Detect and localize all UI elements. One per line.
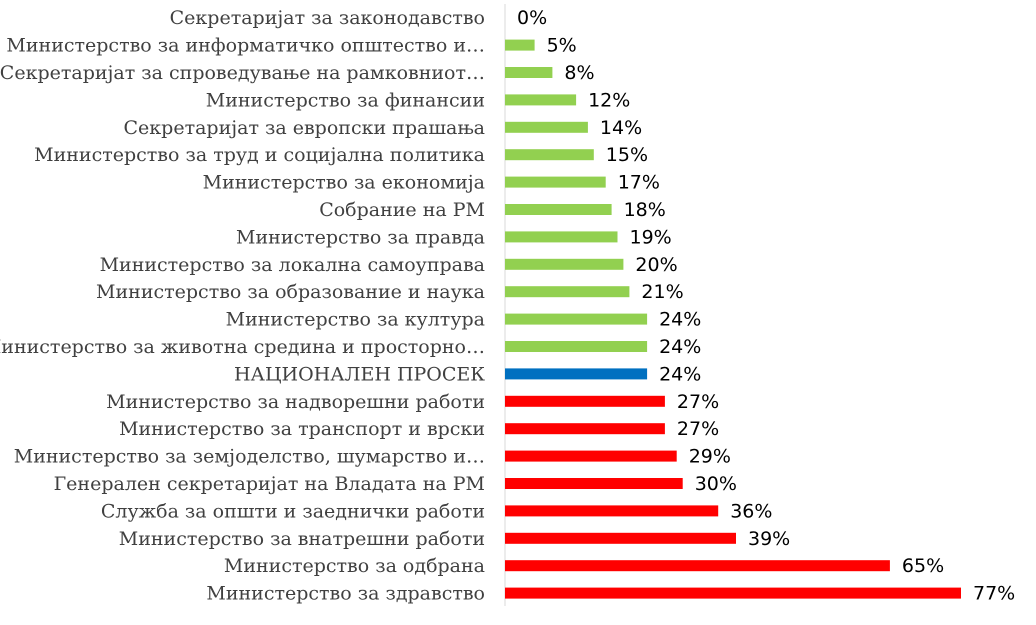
bar-17 xyxy=(505,478,683,489)
value-label-0: 0% xyxy=(517,7,547,29)
value-label-1: 5% xyxy=(547,35,577,57)
bars-group xyxy=(505,39,961,599)
bar-5 xyxy=(505,149,594,161)
category-label-7: Собрание на РМ xyxy=(319,199,485,221)
value-label-18: 36% xyxy=(730,500,772,522)
category-label-14: Министерство за надворешни работи xyxy=(106,391,485,413)
value-label-5: 15% xyxy=(606,144,648,166)
bar-20 xyxy=(505,560,890,572)
category-label-12: Министерство за животна средина и просто… xyxy=(0,336,485,358)
bar-14 xyxy=(505,395,665,407)
category-labels-group: Секретаријат за законодавство Министерств… xyxy=(0,7,485,604)
category-label-5: Министерство за труд и социјална политик… xyxy=(34,144,485,166)
category-label-21: Министерство за здравство xyxy=(206,583,485,605)
category-label-0: Секретаријат за законодавство xyxy=(170,7,485,29)
bar-3 xyxy=(505,94,577,106)
bar-1 xyxy=(505,39,535,51)
category-label-10: Министерство за образование и наука xyxy=(96,281,485,303)
category-label-13: НАЦИОНАЛЕН ПРОСЕК xyxy=(234,363,485,385)
bar-18 xyxy=(505,505,719,517)
bar-2 xyxy=(505,67,553,78)
value-label-12: 24% xyxy=(659,336,701,358)
value-label-11: 24% xyxy=(659,309,701,331)
category-label-1: Министерство за информатичко општество и… xyxy=(6,35,485,57)
value-label-15: 27% xyxy=(677,418,719,440)
bar-8 xyxy=(505,231,618,243)
category-label-18: Служба за општи и заеднички работи xyxy=(101,500,485,522)
bar-10 xyxy=(505,286,630,298)
category-label-6: Министерство за економија xyxy=(203,172,485,194)
value-label-4: 14% xyxy=(600,117,642,139)
value-label-16: 29% xyxy=(689,446,731,468)
bar-4 xyxy=(505,121,588,133)
value-labels-group: 0%5% 8% 12% 14% 15% 17% 18% 19% 20% 21% 24% 24% 24% 2… xyxy=(517,7,1015,604)
bar-16 xyxy=(505,450,677,462)
category-label-20: Министерство за одбрана xyxy=(224,555,485,577)
category-label-4: Секретаријат за европски прашања xyxy=(124,117,485,139)
value-label-7: 18% xyxy=(624,199,666,221)
bar-11 xyxy=(505,313,648,325)
value-label-3: 12% xyxy=(588,89,630,111)
category-label-17: Генерален секретаријат на Владата на РМ xyxy=(54,473,485,495)
value-label-20: 65% xyxy=(902,555,944,577)
value-label-2: 8% xyxy=(564,62,594,84)
value-label-17: 30% xyxy=(695,473,737,495)
value-label-19: 39% xyxy=(748,528,790,550)
bar-6 xyxy=(505,176,606,188)
value-label-6: 17% xyxy=(618,172,660,194)
bar-21 xyxy=(505,587,961,599)
value-label-21: 77% xyxy=(973,583,1015,605)
category-label-15: Министерство за транспорт и врски xyxy=(119,418,485,440)
category-label-9: Министерство за локална самоуправа xyxy=(100,254,485,276)
value-label-8: 19% xyxy=(630,226,672,248)
bar-13 xyxy=(505,368,648,380)
bar-15 xyxy=(505,423,665,435)
category-label-16: Министерство за земјоделство, шумарство … xyxy=(14,446,485,468)
category-label-2: Секретаријат за спроведување на рамковни… xyxy=(0,62,485,84)
category-label-8: Министерство за правда xyxy=(236,226,485,248)
value-label-14: 27% xyxy=(677,391,719,413)
category-label-3: Министерство за финансии xyxy=(206,89,485,111)
category-label-11: Министерство за култура xyxy=(226,309,485,331)
category-label-19: Министерство за внатрешни работи xyxy=(119,528,485,550)
bar-7 xyxy=(505,204,612,215)
value-label-9: 20% xyxy=(635,254,677,276)
bar-19 xyxy=(505,532,736,544)
value-label-10: 21% xyxy=(641,281,683,303)
bar-9 xyxy=(505,258,624,270)
value-label-13: 24% xyxy=(659,363,701,385)
bar-12 xyxy=(505,341,648,352)
